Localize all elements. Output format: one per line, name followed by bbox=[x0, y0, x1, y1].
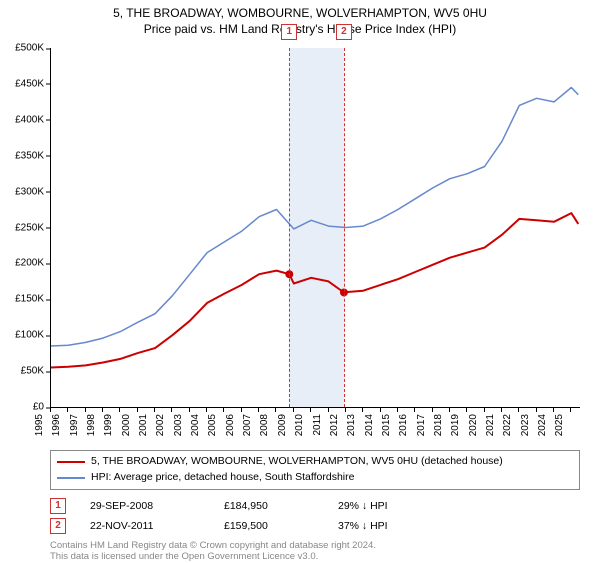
sale-row: 1 29-SEP-2008 £184,950 29% ↓ HPI bbox=[50, 496, 580, 516]
series-line-hpi bbox=[51, 88, 578, 347]
legend-box: 5, THE BROADWAY, WOMBOURNE, WOLVERHAMPTO… bbox=[50, 450, 580, 490]
attribution: Contains HM Land Registry data © Crown c… bbox=[50, 540, 580, 563]
sale-diff-1: 29% ↓ HPI bbox=[338, 500, 448, 512]
sale-badge-2: 2 bbox=[50, 518, 66, 534]
sale-marker-badge: 1 bbox=[281, 24, 297, 40]
y-tick-label: £0 bbox=[33, 402, 44, 413]
sale-row: 2 22-NOV-2011 £159,500 37% ↓ HPI bbox=[50, 516, 580, 536]
x-axis-ticks: 1995199619971998199920002001200220032004… bbox=[50, 408, 580, 448]
sale-badge-1: 1 bbox=[50, 498, 66, 514]
y-tick-label: £400K bbox=[15, 114, 44, 125]
y-tick-label: £350K bbox=[15, 150, 44, 161]
y-tick-label: £450K bbox=[15, 78, 44, 89]
chart-svg bbox=[51, 48, 580, 407]
chart-title: 5, THE BROADWAY, WOMBOURNE, WOLVERHAMPTO… bbox=[0, 0, 600, 37]
legend-item-hpi: HPI: Average price, detached house, Sout… bbox=[57, 470, 573, 486]
sale-diff-2: 37% ↓ HPI bbox=[338, 520, 448, 532]
attribution-line-2: This data is licensed under the Open Gov… bbox=[50, 551, 580, 563]
y-tick-label: £150K bbox=[15, 294, 44, 305]
title-line-1: 5, THE BROADWAY, WOMBOURNE, WOLVERHAMPTO… bbox=[0, 6, 600, 22]
legend-and-footer: 5, THE BROADWAY, WOMBOURNE, WOLVERHAMPTO… bbox=[50, 450, 580, 563]
y-tick-label: £500K bbox=[15, 43, 44, 54]
sale-price-2: £159,500 bbox=[224, 520, 314, 532]
x-tick-label: 2025 bbox=[554, 414, 586, 436]
y-tick-label: £100K bbox=[15, 330, 44, 341]
sale-marker-line bbox=[344, 48, 345, 407]
y-tick-label: £50K bbox=[21, 366, 44, 377]
attribution-line-1: Contains HM Land Registry data © Crown c… bbox=[50, 540, 580, 552]
series-line-subject bbox=[51, 213, 578, 367]
sale-date-1: 29-SEP-2008 bbox=[90, 500, 200, 512]
legend-swatch-hpi bbox=[57, 477, 85, 479]
legend-swatch-subject bbox=[57, 461, 85, 463]
legend-label-subject: 5, THE BROADWAY, WOMBOURNE, WOLVERHAMPTO… bbox=[91, 454, 503, 470]
legend-item-subject: 5, THE BROADWAY, WOMBOURNE, WOLVERHAMPTO… bbox=[57, 454, 573, 470]
title-line-2: Price paid vs. HM Land Registry's House … bbox=[0, 22, 600, 38]
sale-rows: 1 29-SEP-2008 £184,950 29% ↓ HPI 2 22-NO… bbox=[50, 496, 580, 536]
y-tick-label: £200K bbox=[15, 258, 44, 269]
plot-area: 12 bbox=[50, 48, 580, 408]
sale-marker-badge: 2 bbox=[336, 24, 352, 40]
y-axis-ticks: £0£50K£100K£150K£200K£250K£300K£350K£400… bbox=[0, 48, 48, 408]
y-tick-label: £250K bbox=[15, 222, 44, 233]
sale-date-2: 22-NOV-2011 bbox=[90, 520, 200, 532]
sale-price-1: £184,950 bbox=[224, 500, 314, 512]
legend-label-hpi: HPI: Average price, detached house, Sout… bbox=[91, 470, 354, 486]
chart-container: 5, THE BROADWAY, WOMBOURNE, WOLVERHAMPTO… bbox=[0, 0, 600, 560]
y-tick-label: £300K bbox=[15, 186, 44, 197]
sale-marker-line bbox=[289, 48, 290, 407]
